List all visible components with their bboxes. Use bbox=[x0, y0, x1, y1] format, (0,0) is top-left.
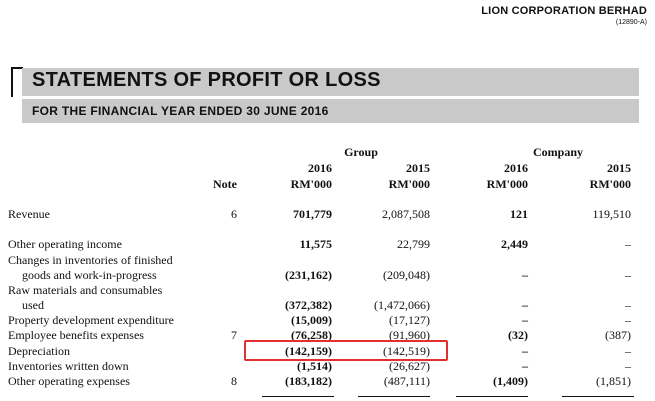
inventories-change-g2016: (231,162) bbox=[285, 268, 332, 282]
other-income-c2015: – bbox=[625, 237, 631, 251]
employee-g2016: (76,258) bbox=[291, 328, 332, 342]
company-2015-unit: RM'000 bbox=[589, 177, 631, 191]
raw-materials-g2016: (372,382) bbox=[285, 298, 332, 312]
depreciation-highlight-box bbox=[244, 340, 448, 361]
property-dev-g2016: (15,009) bbox=[291, 313, 332, 327]
statement-subtitle: FOR THE FINANCIAL YEAR ENDED 30 JUNE 201… bbox=[32, 104, 329, 118]
underline-g2015 bbox=[358, 396, 430, 397]
underline-g2016 bbox=[262, 396, 334, 397]
inventories-change-c2015: – bbox=[625, 268, 631, 282]
raw-materials-c2016: – bbox=[522, 298, 528, 312]
row-label-depreciation: Depreciation bbox=[8, 344, 70, 358]
row-label-other-expenses: Other operating expenses bbox=[8, 374, 130, 388]
row-label-inventories-wd: Inventories written down bbox=[8, 359, 129, 373]
revenue-g2015: 2,087,508 bbox=[382, 207, 430, 221]
revenue-c2015: 119,510 bbox=[592, 207, 631, 221]
revenue-c2016: 121 bbox=[510, 207, 528, 221]
depreciation-g2016: (142,159) bbox=[285, 344, 332, 358]
title-bar bbox=[22, 68, 639, 96]
other-expenses-c2016: (1,409) bbox=[493, 374, 528, 388]
underline-c2015 bbox=[562, 396, 634, 397]
other-income-g2016: 11,575 bbox=[299, 237, 332, 251]
note-other-expenses: 8 bbox=[231, 374, 237, 388]
inventories-wd-c2015: – bbox=[625, 359, 631, 373]
row-label-inventories-change-2: goods and work-in-progress bbox=[22, 268, 157, 282]
row-label-raw-materials-1: Raw materials and consumables bbox=[8, 283, 163, 297]
group-2015-year: 2015 bbox=[406, 161, 430, 175]
property-dev-c2016: – bbox=[522, 313, 528, 327]
inventories-wd-g2016: (1,514) bbox=[297, 359, 332, 373]
depreciation-c2016: – bbox=[522, 344, 528, 358]
employee-c2016: (32) bbox=[508, 328, 528, 342]
raw-materials-g2015: (1,472,066) bbox=[374, 298, 430, 312]
company-2016-year: 2016 bbox=[504, 161, 528, 175]
inventories-change-c2016: – bbox=[522, 268, 528, 282]
group-2016-year: 2016 bbox=[308, 161, 332, 175]
note-employee: 7 bbox=[231, 328, 237, 342]
revenue-g2016: 701,779 bbox=[293, 207, 332, 221]
property-dev-g2015: (17,127) bbox=[389, 313, 430, 327]
registration-number: (12890-A) bbox=[615, 19, 647, 26]
other-income-g2015: 22,799 bbox=[397, 237, 430, 251]
group-2015-unit: RM'000 bbox=[388, 177, 430, 191]
depreciation-c2015: – bbox=[625, 344, 631, 358]
other-expenses-g2015: (487,111) bbox=[383, 374, 430, 388]
company-2016-unit: RM'000 bbox=[486, 177, 528, 191]
other-income-c2016: 2,449 bbox=[501, 237, 528, 251]
company-header: Company bbox=[532, 145, 583, 159]
employee-c2015: (387) bbox=[605, 328, 631, 342]
row-label-raw-materials-2: used bbox=[22, 298, 44, 312]
note-header: Note bbox=[213, 177, 237, 191]
row-label-inventories-change-1: Changes in inventories of finished bbox=[8, 253, 173, 267]
group-2016-unit: RM'000 bbox=[290, 177, 332, 191]
company-name: LION CORPORATION BERHAD bbox=[481, 5, 647, 17]
row-label-other-income: Other operating income bbox=[8, 237, 122, 251]
inventories-wd-c2016: – bbox=[522, 359, 528, 373]
property-dev-c2015: – bbox=[625, 313, 631, 327]
row-label-revenue: Revenue bbox=[8, 207, 50, 221]
employee-g2015: (91,960) bbox=[389, 328, 430, 342]
inventories-wd-g2015: (26,627) bbox=[389, 359, 430, 373]
other-expenses-g2016: (183,182) bbox=[285, 374, 332, 388]
row-label-property-dev: Property development expenditure bbox=[8, 313, 174, 327]
subtitle-bar bbox=[22, 99, 639, 123]
raw-materials-c2015: – bbox=[625, 298, 631, 312]
depreciation-g2015: (142,519) bbox=[383, 344, 430, 358]
group-header: Group bbox=[344, 145, 378, 159]
title-bracket bbox=[11, 67, 23, 97]
note-revenue: 6 bbox=[231, 207, 237, 221]
statement-title: STATEMENTS OF PROFIT OR LOSS bbox=[32, 69, 381, 91]
inventories-change-g2015: (209,048) bbox=[383, 268, 430, 282]
other-expenses-c2015: (1,851) bbox=[596, 374, 631, 388]
company-2015-year: 2015 bbox=[607, 161, 631, 175]
underline-c2016 bbox=[456, 396, 528, 397]
row-label-employee: Employee benefits expenses bbox=[8, 328, 144, 342]
